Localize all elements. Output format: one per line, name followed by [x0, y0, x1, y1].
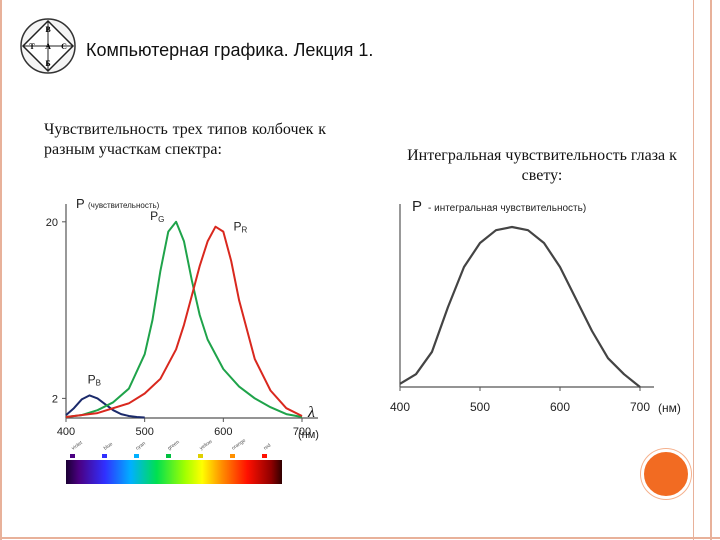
decorative-orange-circle [641, 449, 691, 499]
spectrum-label: yellow [199, 439, 214, 452]
spectrum-label: green [167, 439, 181, 451]
chart2-ylabel-symbol: P [412, 198, 422, 215]
frame-left-line [0, 0, 2, 540]
chart1-x-tick-label: 600 [214, 426, 232, 438]
visible-spectrum-bar [66, 460, 282, 484]
chart2-series [399, 225, 641, 388]
chart1-ticks: 400 500 600 700 2 20 [46, 217, 311, 438]
chart2-ticks: 400 500 600 700 [390, 387, 650, 414]
cone-sensitivity-chart: 400 500 600 700 2 20 PB PG PR P (чувствительнос… [46, 196, 319, 484]
frame-right-line-inner [693, 0, 694, 540]
spectrum-swatch [166, 454, 171, 458]
spectrum-swatch [230, 454, 235, 458]
chart1-y-tick-label: 20 [46, 217, 58, 229]
spectrum-swatch [70, 454, 75, 458]
chart1-series [65, 220, 303, 419]
spectrum-label: blue [103, 441, 114, 451]
frame-right-line-outer [710, 0, 712, 540]
right-description: Интегральная чувствительность глаза к св… [407, 147, 677, 184]
chart1-y-tick-label: 2 [52, 393, 58, 405]
integral-sensitivity-chart: 400 500 600 700 P - интегральная чувствител… [390, 198, 681, 415]
chart2-axes [399, 204, 654, 388]
chart2-ylabel: - интегральная чувствительность) [428, 203, 586, 214]
chart1-series-label-PB: PB [88, 372, 101, 387]
spectrum-swatch [102, 454, 107, 458]
spectrum-label: orange [231, 438, 247, 452]
slide-title: Компьютерная графика. Лекция 1. [86, 40, 374, 60]
chart2-x-tick-label: 500 [470, 400, 490, 414]
chart2-series-integral [399, 225, 641, 388]
chart1-series-PB [65, 394, 145, 419]
chart1-series-PR [65, 225, 303, 418]
spectrum-swatch [262, 454, 267, 458]
chart1-series-label-PG: PG [150, 209, 164, 224]
chart2-xlabel: (нм) [658, 401, 681, 415]
chart1-xlabel-lambda: λ [307, 404, 315, 421]
spectrum-color-labels: violet blue cyan green yellow orange red [70, 438, 272, 458]
chart1-series-PG [65, 220, 303, 418]
logo-letter-right: С [61, 42, 67, 51]
chart1-x-tick-label: 500 [135, 426, 153, 438]
chart1-ylabel: (чувствительность) [88, 201, 160, 210]
chart1-x-tick-label: 700 [293, 426, 311, 438]
chart2-x-tick-label: 600 [550, 400, 570, 414]
logo-letter-bottom: Б [45, 59, 50, 68]
chart1-axes [65, 204, 318, 419]
left-description: Чувствительность трех типов колбочек к р… [44, 121, 326, 158]
chart2-x-tick-label: 700 [630, 400, 650, 414]
chart1-ylabel-symbol: P [76, 196, 85, 211]
university-logo: В Т А С Б [20, 18, 76, 74]
logo-letter-left: Т [29, 42, 35, 51]
logo-letter-top: В [45, 25, 51, 34]
chart1-series-label-PR: PR [233, 220, 247, 235]
logo-letter-center: А [45, 42, 51, 51]
frame-bottom-line [0, 537, 720, 539]
chart1-xlabel-unit: (нм) [298, 429, 319, 441]
chart2-x-tick-label: 400 [390, 400, 410, 414]
chart1-labels: PB PG PR [88, 209, 248, 388]
spectrum-swatch [198, 454, 203, 458]
spectrum-swatch [134, 454, 139, 458]
chart1-x-tick-label: 400 [57, 426, 75, 438]
spectrum-label: red [263, 442, 273, 451]
spectrum-label: violet [71, 440, 85, 452]
spectrum-label: cyan [135, 441, 147, 452]
